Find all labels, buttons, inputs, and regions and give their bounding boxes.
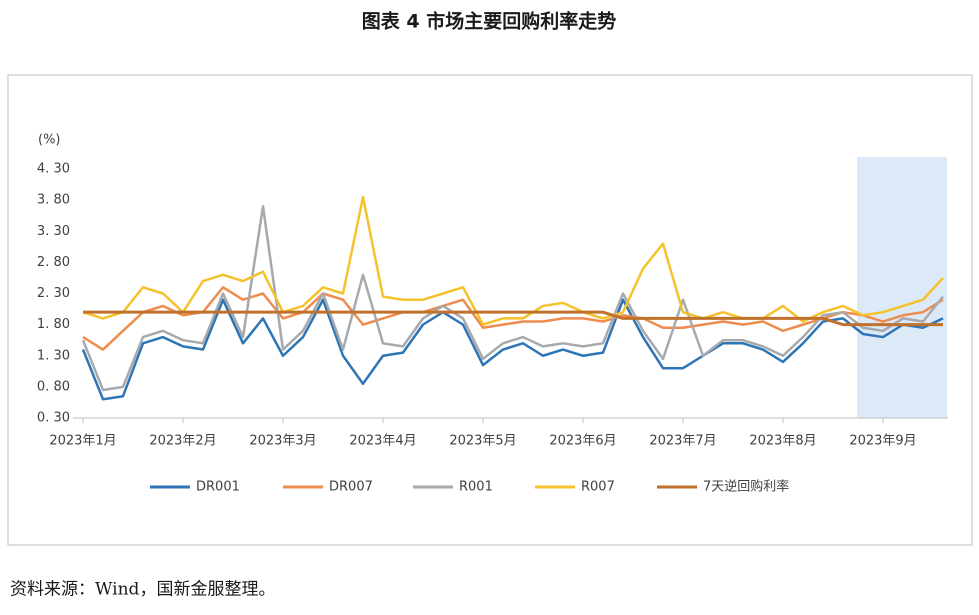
x-tick-label: 2023年7月 — [649, 434, 716, 449]
highlight-region — [857, 157, 947, 418]
x-tick-label: 2023年5月 — [449, 434, 516, 449]
series-line — [81, 205, 944, 392]
x-tick-label: 2023年2月 — [149, 434, 216, 449]
chart-frame — [7, 74, 973, 546]
y-tick-label: 4. 30 — [37, 162, 70, 177]
y-tick-label: 1. 80 — [37, 317, 70, 332]
y-tick-label: 0. 80 — [37, 379, 70, 394]
y-tick-label: 2. 80 — [37, 255, 70, 270]
x-tick-label: 2023年1月 — [49, 434, 116, 449]
y-tick-label: 0. 30 — [37, 411, 70, 426]
y-tick-label: 3. 30 — [37, 224, 70, 239]
legend-label: R001 — [459, 480, 493, 495]
series-line — [82, 286, 944, 351]
x-tick-label: 2023年8月 — [749, 434, 816, 449]
series-line — [83, 310, 943, 327]
chart-title: 图表 4 市场主要回购利率走势 — [362, 10, 616, 33]
y-tick-label: 1. 30 — [37, 348, 70, 363]
series-line — [81, 298, 944, 401]
legend-label: DR001 — [196, 480, 240, 495]
y-tick-label: 2. 30 — [37, 286, 70, 301]
x-tick-label: 2023年9月 — [849, 434, 916, 449]
legend-label: 7天逆回购利率 — [703, 479, 789, 495]
series-line — [82, 195, 944, 326]
x-tick-label: 2023年4月 — [349, 434, 416, 449]
x-tick-label: 2023年3月 — [249, 434, 316, 449]
y-tick-label: 3. 80 — [37, 193, 70, 208]
legend-label: R007 — [581, 480, 615, 495]
x-tick-label: 2023年6月 — [549, 434, 616, 449]
source-note: 资料来源：Wind，国新金服整理。 — [10, 580, 275, 600]
legend-label: DR007 — [329, 480, 373, 495]
y-unit: (%) — [38, 133, 61, 148]
